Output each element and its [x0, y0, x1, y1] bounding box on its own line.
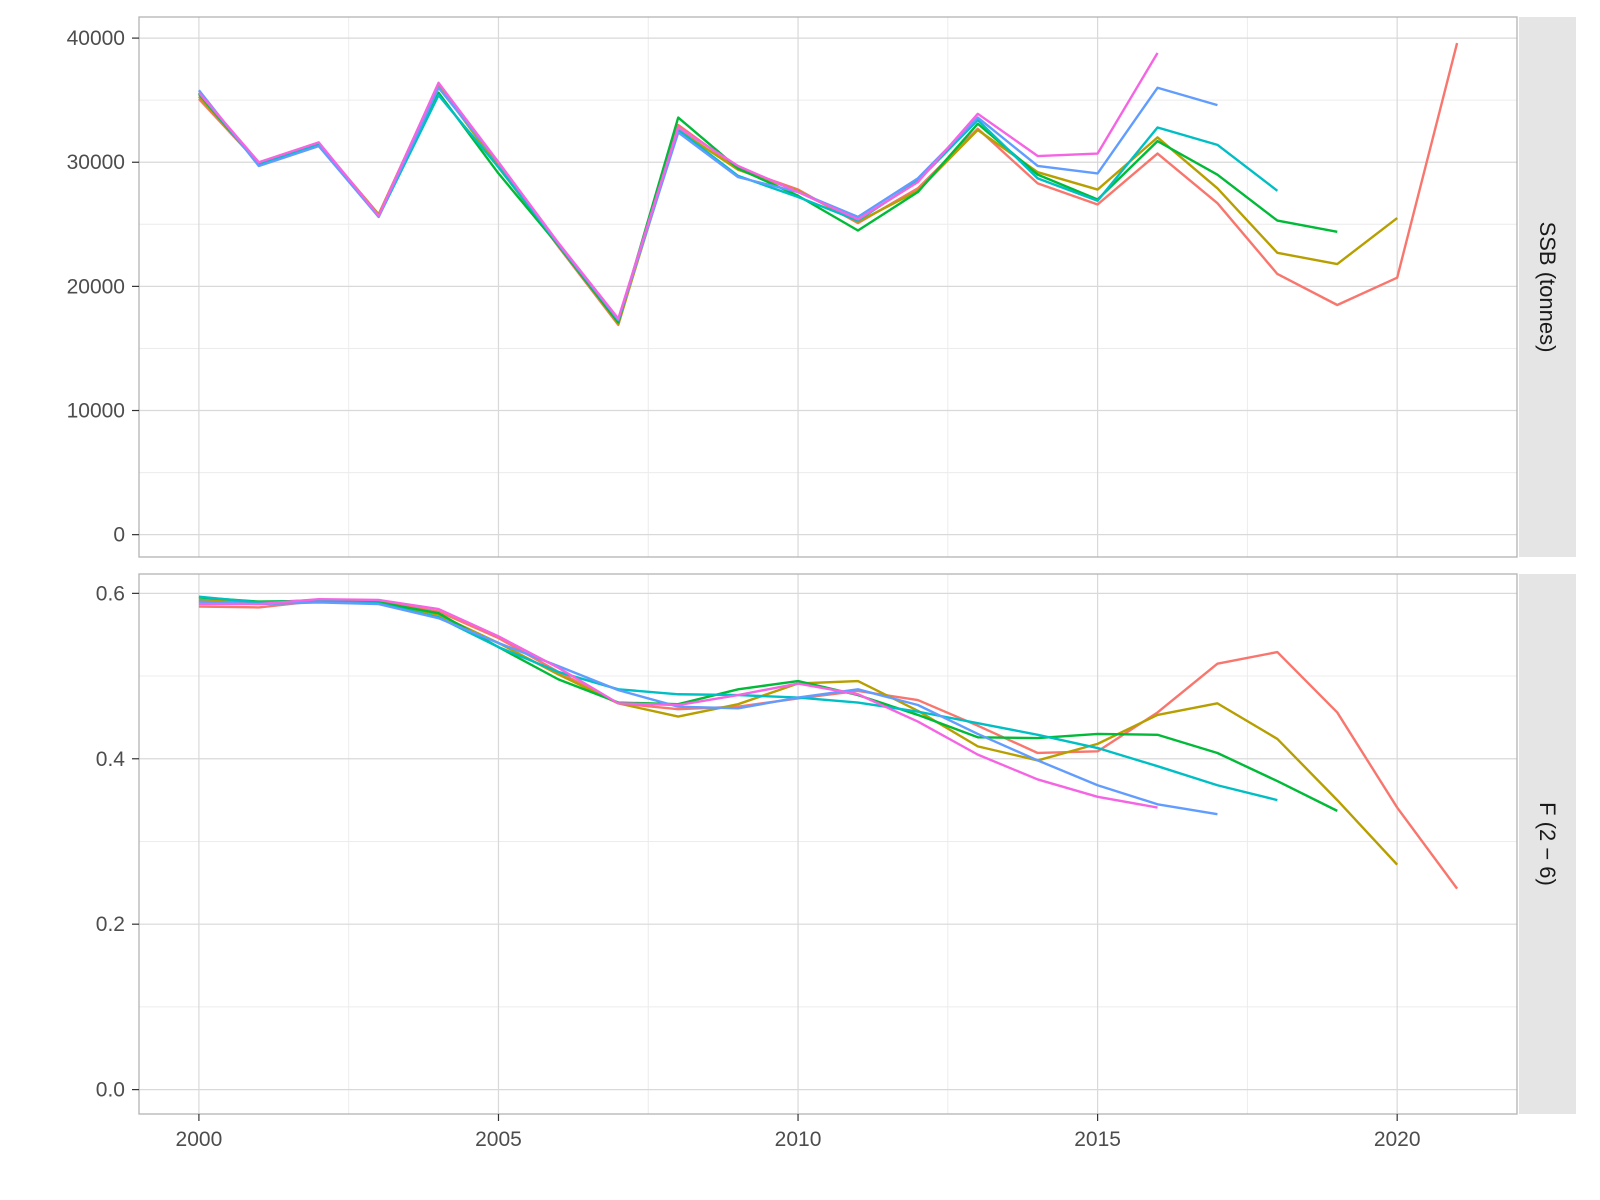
y-tick-label: 0	[113, 524, 125, 547]
x-axis: 2000 2005 2010 2015 2020	[176, 1114, 1421, 1151]
panel-background	[139, 17, 1517, 557]
facet-strip	[1519, 17, 1576, 557]
x-tick-label: 2000	[176, 1128, 223, 1151]
series-line-1	[198, 599, 1459, 890]
x-tick-label: 2010	[775, 1128, 822, 1151]
x-tick-label: 2005	[475, 1128, 522, 1151]
facet-strip-label: F (2 − 6)	[1535, 802, 1560, 886]
panel-border	[138, 16, 1518, 558]
y-tick-label: 0.4	[96, 748, 126, 771]
facet-strip	[1519, 574, 1576, 1114]
series-line-6	[198, 597, 1158, 809]
series-line-6	[198, 52, 1159, 320]
panel-border	[138, 573, 1518, 1115]
series-line-5	[198, 600, 1218, 816]
series-line-3	[198, 596, 1338, 812]
y-tick-label: 0.0	[96, 1079, 125, 1102]
y-tick-label: 0.6	[96, 582, 125, 605]
panel-ssb: 0 10000 20000 30000 40000 SSB (tonnes)	[67, 16, 1576, 558]
y-tick-label: 10000	[67, 400, 125, 423]
y-tick-label: 0.2	[96, 913, 125, 936]
panel-background	[139, 574, 1517, 1114]
panel-f: 0.0 0.2 0.4 0.6 F (2 − 6)	[96, 573, 1576, 1115]
x-tick-label: 2020	[1374, 1128, 1421, 1151]
y-tick-label: 20000	[67, 275, 125, 298]
facet-strip-label: SSB (tonnes)	[1535, 222, 1560, 353]
x-tick-label: 2015	[1074, 1128, 1121, 1151]
y-tick-label: 40000	[67, 27, 125, 50]
y-tick-label: 30000	[67, 151, 125, 174]
